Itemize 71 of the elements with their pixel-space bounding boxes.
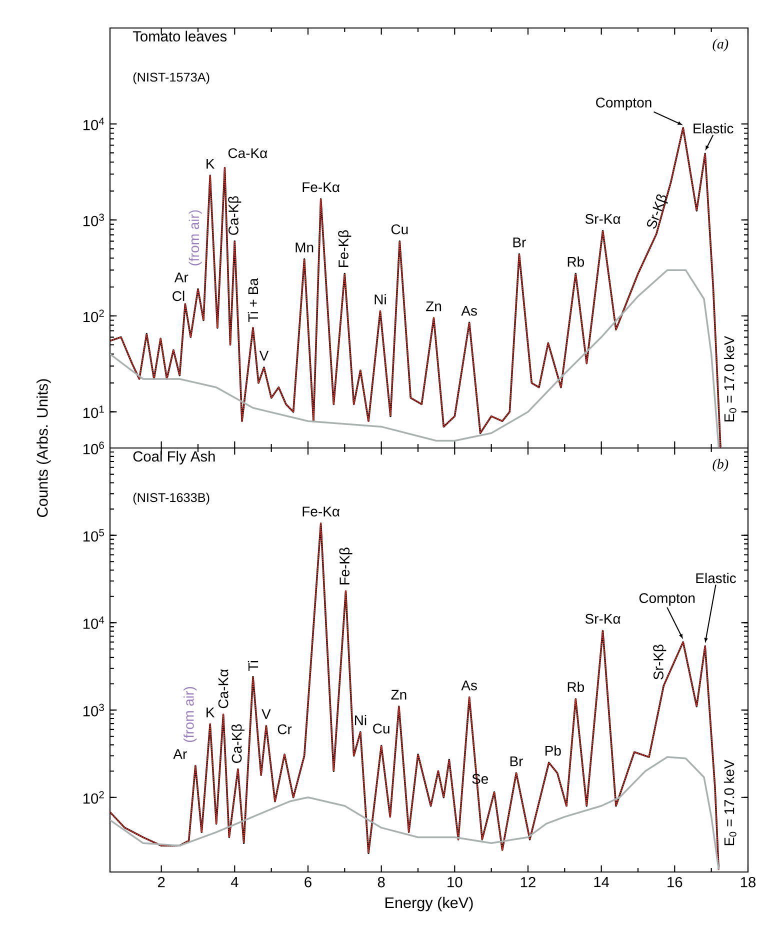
annotation: Pb — [545, 745, 561, 756]
annotation: Ni — [354, 714, 366, 726]
annotation: Compton — [639, 593, 695, 606]
y-tick-label: 10$^{6}$ — [83, 442, 104, 454]
annotation: Zn — [426, 301, 442, 312]
text: (NIST-1633B) — [133, 492, 210, 505]
annotation: K — [206, 708, 215, 718]
x-axis-title: Energy (keV) — [386, 896, 473, 912]
x-tick-label: 16 — [668, 876, 682, 888]
y-tick-label: 10$^{4}$ — [83, 118, 104, 130]
annotation: Fe-Kα — [302, 506, 340, 516]
chart-title: Tomato leaves — [132, 30, 227, 42]
y-tick-label: 10$^{2}$ — [83, 310, 104, 322]
annotation: (a) — [712, 38, 728, 52]
annotation: Sr-Kβ — [653, 644, 666, 680]
annotation: Fe-Kβ — [338, 230, 352, 267]
annotation: Compton — [596, 98, 652, 110]
annotation: Cr — [278, 724, 292, 734]
annotation: Fe-Kβ — [339, 548, 352, 584]
annotation: As — [461, 680, 477, 690]
y-axis-title: Counts (Arbs. Units) — [36, 379, 51, 517]
annotation: Rb — [568, 256, 584, 267]
annotation: Ca-Kα — [218, 669, 228, 708]
x-tick-label: 4 — [230, 876, 238, 888]
annotation: K — [206, 158, 215, 169]
x-tick-label: 2 — [158, 876, 165, 888]
annotation: Ca-Kβ — [231, 724, 244, 763]
chart-title: Coal Fly Ash — [133, 450, 215, 465]
y-tick-label: 10$^{3}$ — [83, 214, 104, 226]
x-tick-label: 18 — [740, 876, 756, 888]
annotation: Sr-Kβ — [647, 194, 668, 229]
annotation: Ca-Kα — [228, 148, 268, 158]
annotation: As — [461, 306, 477, 316]
text: (NIST-1573A) — [133, 72, 210, 84]
annotation: Sr-Kα — [585, 614, 620, 624]
annotation: E$_{0}$ = 17.0 keV — [724, 760, 736, 846]
annotation: Ca-Kβ — [228, 196, 242, 235]
annotation: Elastic — [694, 123, 734, 134]
annotation: Br — [510, 756, 524, 766]
y-tick-label: 10$^{1}$ — [83, 406, 104, 418]
annotation: V — [259, 350, 269, 361]
x-tick-label: 14 — [594, 876, 610, 888]
x-tick-label: 12 — [520, 876, 536, 888]
y-tick-label: 10$^{5}$ — [83, 529, 104, 542]
y-tick-label: 10$^{2}$ — [83, 791, 104, 804]
annotation: V — [262, 709, 271, 719]
annotation: Ar — [173, 749, 187, 759]
annotation: Fe-Kα — [302, 182, 340, 192]
annotation: Ti — [248, 661, 258, 671]
annotation: Ti + Ba — [248, 278, 258, 322]
y-tick-label: 10$^{4}$ — [83, 616, 104, 629]
annotation: Br — [513, 238, 526, 248]
annotation: Rb — [568, 682, 584, 692]
annotation: Cu — [391, 224, 408, 234]
annotation: Mn — [296, 242, 314, 252]
y-tick-label: 10$^{3}$ — [83, 704, 104, 716]
line-series — [110, 269, 720, 448]
x-tick-label: 8 — [378, 876, 385, 888]
annotation: Sr-Kα — [585, 214, 620, 224]
annotation: Zn — [391, 690, 406, 700]
annotation: Ar — [174, 272, 188, 282]
annotation: Cl — [172, 290, 184, 302]
x-tick-label: 6 — [304, 876, 312, 888]
annotation: (b) — [712, 458, 728, 472]
annotation: Elastic — [696, 572, 736, 584]
annotation: (from air) — [184, 686, 197, 742]
x-tick-label: 10 — [448, 876, 462, 888]
annotation: Ni — [374, 294, 386, 304]
annotation: (from air) — [188, 210, 202, 266]
annotation: E$_{0}$ = 17.0 keV — [724, 336, 736, 422]
annotation: Cu — [373, 724, 390, 734]
